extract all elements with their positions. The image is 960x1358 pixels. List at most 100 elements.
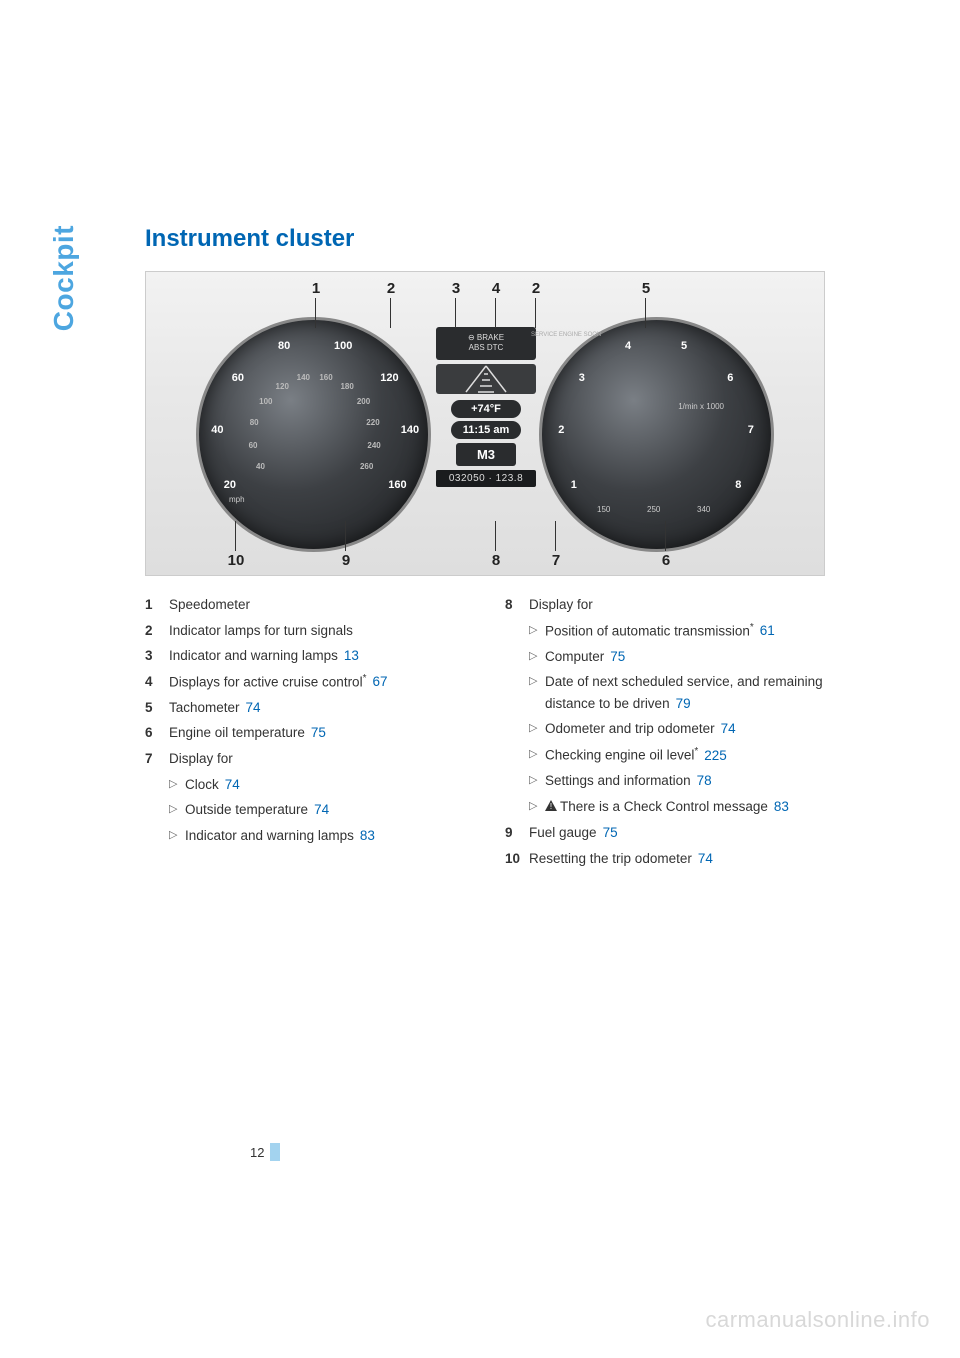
legend-item: 8Display for <box>505 594 835 616</box>
triangle-bullet-icon: ▷ <box>529 744 545 766</box>
speedo-tick-label: 160 <box>388 479 406 491</box>
page-content: Instrument cluster 204060801001201401604… <box>80 225 880 873</box>
triangle-bullet-icon: ▷ <box>169 825 185 847</box>
legend-text: Fuel gauge75 <box>529 822 835 844</box>
road-graphic <box>436 364 536 394</box>
legend-text: Display for <box>169 748 475 770</box>
legend-subitem: ▷Clock74 <box>169 774 475 796</box>
legend-text: Displays for active cruise control*67 <box>169 671 475 693</box>
callout-number: 8 <box>486 552 506 569</box>
legend-text: Engine oil temperature75 <box>169 722 475 744</box>
legend-text: Tachometer74 <box>169 697 475 719</box>
legend-left-column: 1Speedometer2Indicator lamps for turn si… <box>145 594 475 873</box>
page-ref[interactable]: 61 <box>760 623 775 638</box>
page-ref[interactable]: 74 <box>225 777 240 792</box>
speedo-inner-label: 100 <box>259 397 272 406</box>
page-number: 12 <box>250 1145 264 1160</box>
triangle-bullet-icon: ▷ <box>529 646 545 668</box>
page-ref[interactable]: 83 <box>360 828 375 843</box>
legend-subitem: ▷Indicator and warning lamps83 <box>169 825 475 847</box>
page-ref[interactable]: 225 <box>704 748 727 763</box>
page-ref[interactable]: 74 <box>698 851 713 866</box>
legend-subtext: Position of automatic transmission*61 <box>545 620 835 642</box>
abs-label: ABS <box>469 343 485 352</box>
page-ref[interactable]: 75 <box>610 649 625 664</box>
page-marker <box>270 1143 280 1161</box>
speedometer-gauge: 2040608010012014016040608010012014016018… <box>196 317 431 552</box>
mph-label: mph <box>229 495 245 504</box>
triangle-bullet-icon: ▷ <box>169 799 185 821</box>
legend-item: 2Indicator lamps for turn signals <box>145 620 475 642</box>
tacho-tick-label: 4 <box>625 340 631 352</box>
lane-icon <box>436 364 536 394</box>
page-ref[interactable]: 83 <box>774 799 789 814</box>
legend-subtext: Settings and information78 <box>545 770 835 792</box>
service-engine-label: SERVICE ENGINE SOON <box>531 332 601 338</box>
legend-subitem: ▷Position of automatic transmission*61 <box>529 620 835 642</box>
legend-subtext: Computer75 <box>545 646 835 668</box>
odometer-display: 032050 · 123.8 <box>436 470 536 487</box>
warning-panel: ⊖ BRAKE ABS DTC <box>436 327 536 360</box>
speedo-tick-label: 140 <box>401 424 419 436</box>
page-ref[interactable]: 78 <box>697 773 712 788</box>
leader-line <box>235 521 236 551</box>
callout-number: 2 <box>381 280 401 297</box>
legend-number: 10 <box>505 848 529 870</box>
tachometer-gauge: 12345678150250340 <box>539 317 774 552</box>
speedo-tick-label: 100 <box>334 340 352 352</box>
legend-number: 9 <box>505 822 529 844</box>
callout-number: 6 <box>656 552 676 569</box>
legend-text: Resetting the trip odometer74 <box>529 848 835 870</box>
legend-subtext: !There is a Check Control message83 <box>545 796 835 818</box>
speedo-inner-label: 140 <box>297 373 310 382</box>
tacho-tick-label: 3 <box>579 372 585 384</box>
asterisk: * <box>750 622 754 633</box>
page-ref[interactable]: 74 <box>721 721 736 736</box>
speedo-inner-label: 40 <box>256 462 265 471</box>
leader-line <box>315 298 316 328</box>
callout-number: 5 <box>636 280 656 297</box>
legend-subtext: Outside temperature74 <box>185 799 475 821</box>
page-ref[interactable]: 74 <box>314 802 329 817</box>
legend-subtext: Odometer and trip odometer74 <box>545 718 835 740</box>
legend-number: 6 <box>145 722 169 744</box>
legend-subtext: Checking engine oil level*225 <box>545 744 835 766</box>
speedo-inner-label: 80 <box>250 418 259 427</box>
page-ref[interactable]: 75 <box>311 725 326 740</box>
oil-temp-label: 150 <box>597 505 610 514</box>
callout-number: 1 <box>306 280 326 297</box>
leader-line <box>495 298 496 328</box>
legend-number: 1 <box>145 594 169 616</box>
side-tab: Cockpit <box>48 225 80 331</box>
legend-item: 3Indicator and warning lamps13 <box>145 645 475 667</box>
legend-subitem: ▷Checking engine oil level*225 <box>529 744 835 766</box>
legend-subtext: Indicator and warning lamps83 <box>185 825 475 847</box>
leader-line <box>665 521 666 551</box>
speedo-tick-label: 40 <box>211 424 223 436</box>
tacho-tick-label: 5 <box>681 340 687 352</box>
tacho-tick-label: 2 <box>558 424 564 436</box>
legend-number: 5 <box>145 697 169 719</box>
callout-number: 3 <box>446 280 466 297</box>
page-ref[interactable]: 75 <box>603 825 618 840</box>
page-ref[interactable]: 79 <box>676 696 691 711</box>
legend-columns: 1Speedometer2Indicator lamps for turn si… <box>145 594 880 873</box>
speedo-tick-label: 60 <box>232 372 244 384</box>
callout-number: 9 <box>336 552 356 569</box>
page-ref[interactable]: 13 <box>344 648 359 663</box>
leader-line <box>455 298 456 328</box>
speedo-inner-label: 260 <box>360 462 373 471</box>
page-ref[interactable]: 74 <box>246 700 261 715</box>
legend-subitem: ▷Computer75 <box>529 646 835 668</box>
legend-subitem: ▷Outside temperature74 <box>169 799 475 821</box>
center-display: ⊖ BRAKE ABS DTC +74°F 11:15 am M3 032050… <box>436 327 536 487</box>
section-heading: Instrument cluster <box>145 225 880 253</box>
legend-number: 7 <box>145 748 169 770</box>
triangle-bullet-icon: ▷ <box>169 774 185 796</box>
page-ref[interactable]: 67 <box>372 674 387 689</box>
brake-icon-label: ⊖ BRAKE <box>468 333 504 342</box>
triangle-bullet-icon: ▷ <box>529 770 545 792</box>
legend-number: 4 <box>145 671 169 693</box>
speedo-inner-label: 160 <box>319 373 332 382</box>
legend-number: 8 <box>505 594 529 616</box>
